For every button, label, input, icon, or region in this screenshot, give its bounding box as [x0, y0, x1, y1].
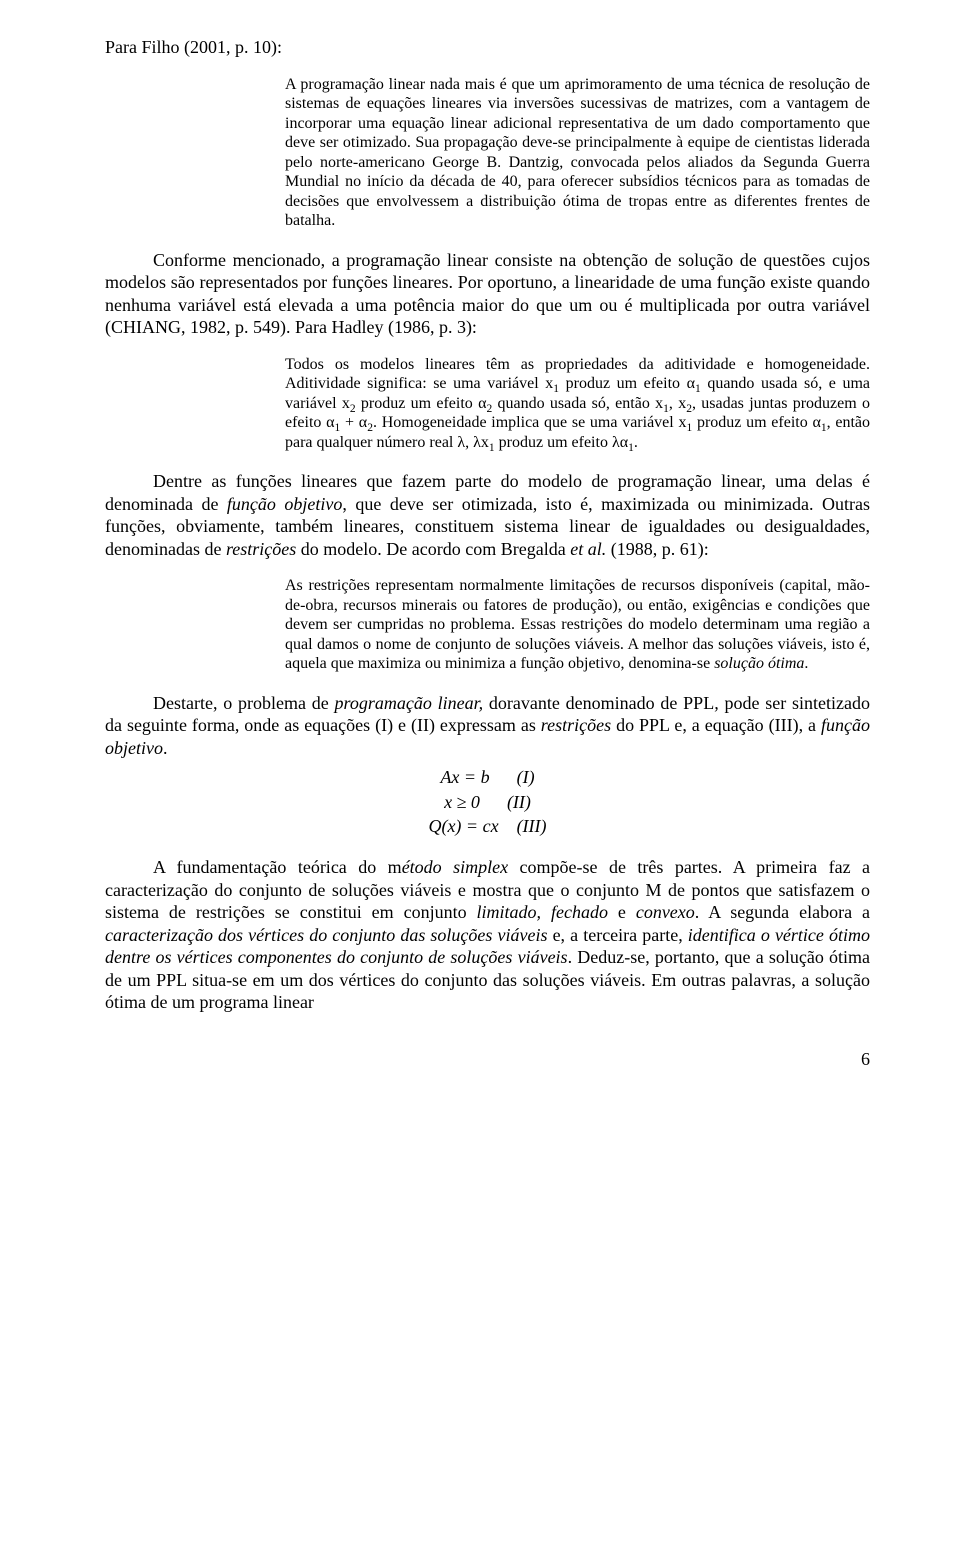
- equation-3-label: (III): [517, 816, 547, 836]
- q2-text: produz um efeito λα: [495, 434, 628, 451]
- block-quote-3: As restrições representam normalmente li…: [285, 576, 870, 674]
- p2-italic: função objetivo: [227, 494, 342, 514]
- q2-text: produz um efeito α: [356, 395, 487, 412]
- p4-text: e, a terceira parte,: [547, 925, 687, 945]
- equation-1: Ax = b: [440, 767, 489, 787]
- p4-text: . A segunda elabora a: [695, 902, 870, 922]
- p3-italic: restrições: [541, 715, 611, 735]
- page-number: 6: [105, 1048, 870, 1071]
- p3-text: doravante denominado de PPL: [483, 693, 714, 713]
- equation-3: Q(x) = cx: [428, 816, 498, 836]
- p2-text: (1988, p. 61):: [606, 539, 709, 559]
- q3-text: .: [804, 655, 808, 672]
- paragraph-4: A fundamentação teórica do método simple…: [105, 856, 870, 1014]
- p4-text: e: [608, 902, 636, 922]
- q2-text: .: [634, 434, 638, 451]
- q2-text: + α: [340, 414, 367, 431]
- q2-text: , x: [669, 395, 686, 412]
- block-quote-1: A programação linear nada mais é que um …: [285, 75, 870, 231]
- p2-italic: et al.: [570, 539, 606, 559]
- q2-text: . Homogeneidade implica que se uma variá…: [373, 414, 686, 431]
- paragraph-3: Destarte, o problema de programação line…: [105, 692, 870, 760]
- block-quote-2: Todos os modelos lineares têm as proprie…: [285, 355, 870, 453]
- p4-italic: convexo: [636, 902, 695, 922]
- p4-text: A fundamentação teórica do m: [153, 857, 402, 877]
- equation-1-label: (I): [517, 767, 535, 787]
- p4-italic: étodo simplex: [402, 857, 508, 877]
- q2-text: produz um efeito α: [692, 414, 821, 431]
- p4-italic: limitado, fechado: [477, 902, 608, 922]
- p2-text: do modelo. De acordo com Bregalda: [296, 539, 570, 559]
- equation-2: x ≥ 0: [444, 792, 480, 812]
- q3-italic: solução ótima: [714, 655, 804, 672]
- q2-text: produz um efeito α: [559, 375, 695, 392]
- intro-line: Para Filho (2001, p. 10):: [105, 36, 870, 59]
- equations-block: Ax = b (I) x ≥ 0 (II) Q(x) = cx (III): [105, 765, 870, 838]
- paragraph-2: Dentre as funções lineares que fazem par…: [105, 470, 870, 560]
- p3-text: .: [163, 738, 168, 758]
- paragraph-1: Conforme mencionado, a programação linea…: [105, 249, 870, 339]
- q2-text: quando usada só, então x: [492, 395, 663, 412]
- p2-italic: restrições: [226, 539, 296, 559]
- p3-italic: programação linear,: [335, 693, 484, 713]
- equation-2-label: (II): [507, 792, 531, 812]
- p4-italic: caracterização dos vértices do conjunto …: [105, 925, 547, 945]
- p3-text: do PPL e, a equação (III), a: [611, 715, 821, 735]
- p3-text: Destarte, o problema de: [153, 693, 335, 713]
